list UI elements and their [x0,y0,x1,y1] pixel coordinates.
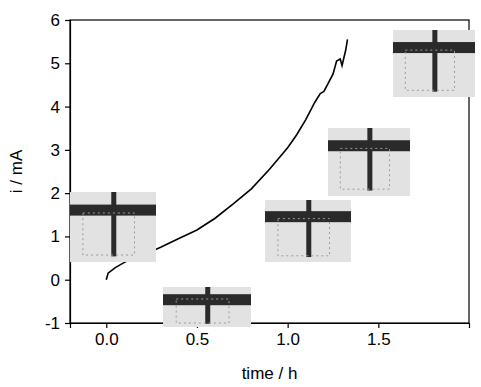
y-axis-title: i / mA [7,149,26,193]
y-axis-tick-label: 2 [51,184,60,203]
y-axis-tick-label: 6 [51,11,60,30]
inset-photo [163,287,251,327]
chart: 0.0 0.5 1.0 1.5 -1 0 1 2 3 4 5 6 time / h i / mA [0,0,481,387]
inset-bg [70,192,156,262]
y-axis-line [65,21,71,324]
y-axis-tick-label: -1 [45,314,60,333]
inset-rod [367,128,372,191]
y-axis-tick-mark [65,150,70,151]
inset-rod [432,30,437,92]
x-axis-tick: 0.0 [95,323,119,349]
inset-outline [405,50,454,90]
y-axis: -1 0 1 2 3 4 5 6 [45,11,71,333]
x-axis-tick-mark [378,323,379,328]
inset-rod [306,200,311,257]
y-axis-tick-label: 4 [51,98,60,117]
x-axis-tick-label: 1.0 [276,330,300,349]
y-axis-tick-label: 1 [51,227,60,246]
inset-photo [328,128,410,196]
inset-outline [83,213,135,255]
inset-bg [265,200,351,262]
y-axis-tick: 4 [51,98,70,117]
x-axis-tick-label: 0.0 [95,330,119,349]
inset-bar [163,294,251,305]
inset-photo [70,192,156,262]
y-axis-tick: 6 [51,11,70,30]
x-axis-tick-mark [288,323,289,328]
inset-bg [393,30,475,97]
inset-bar [393,42,475,53]
inset-outline [340,148,389,189]
x-axis-tick-label: 1.5 [367,330,391,349]
y-axis-tick: 2 [51,184,70,203]
inset-bg [163,287,251,327]
x-axis-tick-label: 0.5 [186,330,210,349]
y-axis-tick: 0 [51,271,70,290]
y-axis-tick-mark [65,63,70,64]
x-axis-tick: 1.5 [367,323,391,349]
inset-rod [111,192,116,256]
x-axis-tick-mark [106,323,107,328]
y-axis-tick-label: 3 [51,141,60,160]
y-axis-tick: 1 [51,227,70,246]
y-axis-tick-mark [65,106,70,107]
y-axis-tick-mark [65,236,70,237]
inset-bg [328,128,410,196]
inset-outline [176,299,229,323]
y-axis-tick-mark [65,280,70,281]
y-axis-tick: -1 [45,314,70,333]
inset-photo [265,200,351,262]
x-axis: 0.0 0.5 1.0 1.5 [71,323,470,349]
y-axis-tick: 3 [51,141,70,160]
x-axis-tick: 1.0 [276,323,300,349]
y-axis-tick-label: 0 [51,271,60,290]
inset-photo [393,30,475,97]
y-axis-tick-mark [65,20,70,21]
x-axis-title: time / h [242,364,298,383]
inset-bar [328,140,410,151]
inset-rod [205,287,210,324]
x-axis-line [71,324,470,329]
y-axis-tick-mark [65,193,70,194]
y-axis-tick-label: 5 [51,54,60,73]
y-axis-tick-mark [65,323,70,324]
y-axis-tick: 5 [51,54,70,73]
inset-outline [278,219,330,256]
inset-photos [70,30,475,327]
